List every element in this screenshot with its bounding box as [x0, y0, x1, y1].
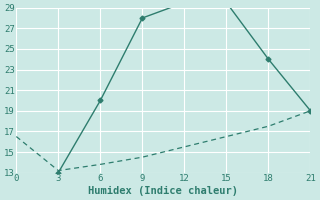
- X-axis label: Humidex (Indice chaleur): Humidex (Indice chaleur): [88, 186, 238, 196]
